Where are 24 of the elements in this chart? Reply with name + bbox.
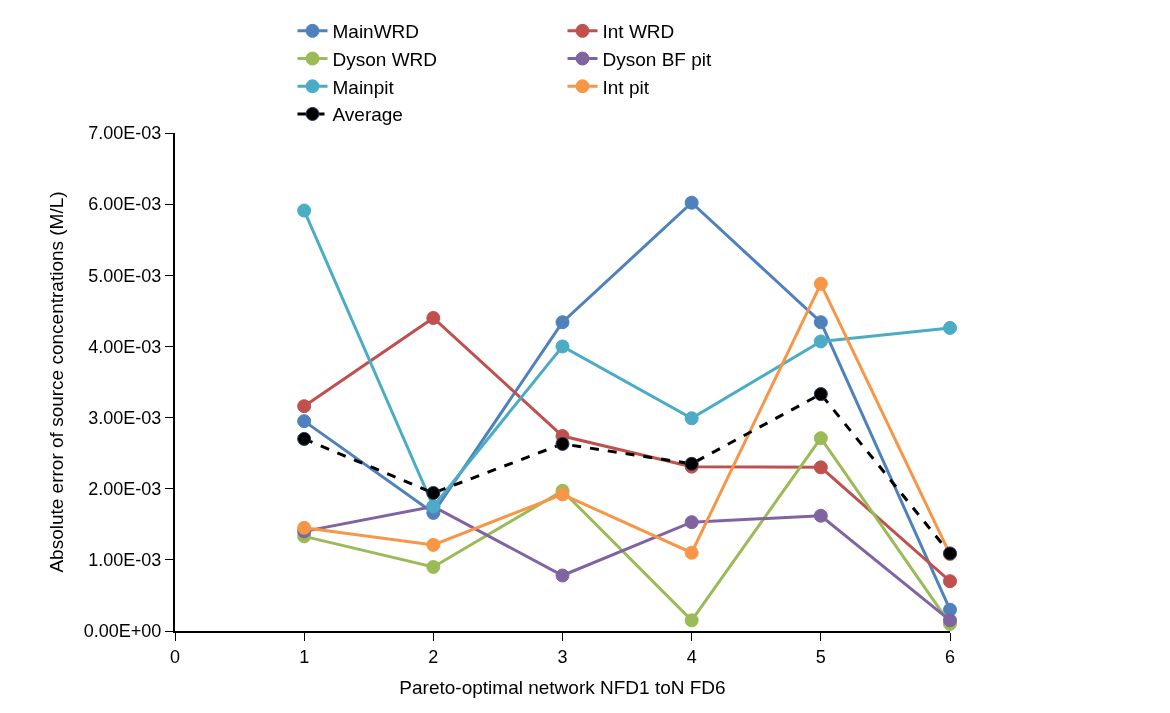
legend-label: MainWRD (332, 21, 420, 43)
x-tick-label: 0 (169, 646, 181, 667)
x-tick-label: 4 (686, 646, 697, 667)
x-tick-label: 6 (944, 646, 956, 667)
x-tick-label: 3 (557, 646, 568, 667)
x-tick-label: 1 (299, 646, 310, 667)
y-tick-label: 2.00E-03 (88, 479, 162, 500)
y-tick-label: 4.00E-03 (88, 336, 162, 357)
y-tick-label: 0.00E+00 (83, 621, 162, 642)
y-tick-label: 1.00E-03 (88, 550, 162, 571)
y-tick-label: 6.00E-03 (88, 194, 162, 215)
x-tick-label: 2 (428, 646, 439, 667)
y-tick-label: 3.00E-03 (88, 407, 162, 428)
y-tick-label: 7.00E-03 (88, 123, 162, 144)
legend-label: Average (332, 104, 403, 126)
legend-label: Int pit (602, 76, 650, 98)
legend-label: Dyson WRD (332, 48, 438, 70)
legend-label: Dyson BF pit (602, 48, 712, 70)
x-axis-title: Pareto-optimal network NFD1 toN FD6 (399, 676, 726, 698)
x-tick-label: 5 (815, 646, 826, 667)
y-tick-label: 5.00E-03 (88, 265, 162, 286)
y-axis-title: Absolute error of source concentrations (M/L) (46, 191, 68, 573)
legend-label: Int WRD (602, 21, 675, 43)
legend-label: Mainpit (332, 76, 395, 98)
